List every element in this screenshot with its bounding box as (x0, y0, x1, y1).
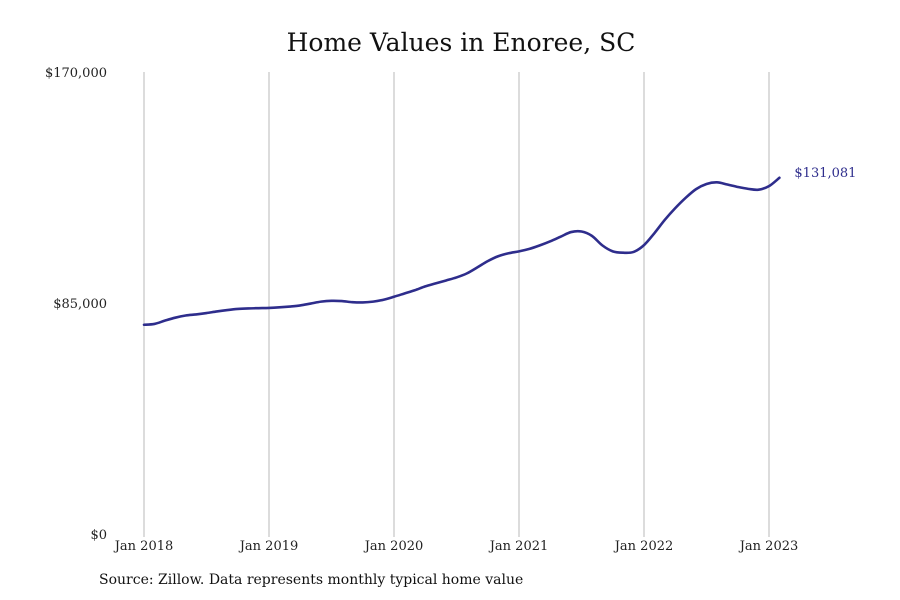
end-value-label: $131,081 (794, 166, 856, 181)
x-tick-label: Jan 2021 (488, 539, 549, 554)
series-layer (142, 176, 781, 327)
x-tick-label: Jan 2023 (738, 539, 799, 554)
x-tick-label: Jan 2018 (113, 539, 174, 554)
series-line (142, 176, 781, 327)
source-note: Source: Zillow. Data represents monthly … (99, 572, 524, 588)
x-tick-label: Jan 2019 (238, 539, 299, 554)
y-tick-label: $170,000 (45, 66, 107, 81)
grid-lines (143, 72, 770, 537)
chart-title: Home Values in Enoree, SC (286, 28, 636, 57)
y-tick-label: $85,000 (53, 297, 107, 312)
x-tick-label: Jan 2022 (613, 539, 674, 554)
x-axis-ticks: Jan 2018 Jan 2019 Jan 2020 Jan 2021 Jan 2022… (113, 539, 799, 554)
end-labels: $131,081 (794, 166, 856, 181)
y-tick-label: $0 (90, 528, 107, 543)
x-tick-label: Jan 2020 (363, 539, 424, 554)
y-axis-ticks: $0 $85,000 $170,000 (45, 66, 107, 543)
